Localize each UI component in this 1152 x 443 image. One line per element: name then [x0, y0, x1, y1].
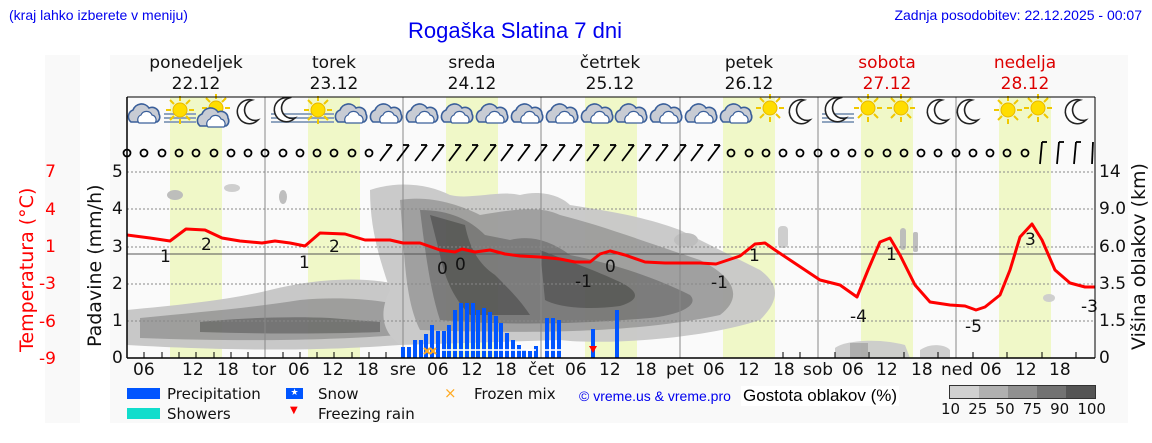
- hour-tick: 18: [217, 360, 239, 380]
- svg-text:0: 0: [605, 257, 616, 277]
- snow-markers: [440, 349, 561, 351]
- height-tick: 3.5: [1099, 274, 1127, 294]
- precip-tick: 0: [112, 348, 123, 368]
- hour-tick: 06: [133, 360, 155, 380]
- precipitation-bars: [401, 303, 619, 358]
- hour-tick: 06: [565, 360, 587, 380]
- day-label: petek 26.12: [724, 53, 774, 94]
- wind-symbols: [122, 141, 1094, 165]
- temp-tick: 4: [45, 200, 56, 220]
- height-tick: 6.0: [1099, 237, 1127, 257]
- svg-text:0: 0: [437, 259, 448, 279]
- hour-tick: 18: [1049, 360, 1071, 380]
- svg-text:0: 0: [455, 255, 466, 275]
- day-abbr-tick: sre: [390, 360, 416, 380]
- height-tick: 0: [1099, 348, 1110, 368]
- legend-frozen-mix: Frozen mix: [474, 385, 556, 403]
- hour-tick: 06: [427, 360, 449, 380]
- hour-tick: 18: [495, 360, 517, 380]
- hour-tick: 18: [773, 360, 795, 380]
- precip-tick: 4: [112, 199, 123, 219]
- temp-tick: 7: [45, 162, 56, 182]
- height-tick: 9.0: [1099, 199, 1127, 219]
- cloud-density-label: Gostota oblakov (%): [741, 386, 900, 406]
- precipitation-swatch: [127, 388, 160, 399]
- temp-tick: -9: [39, 349, 56, 369]
- svg-text:1: 1: [749, 246, 760, 266]
- day-label-weekend: sobota 27.12: [858, 53, 916, 94]
- temp-tick: 1: [45, 237, 56, 257]
- frozen-mix-icon: ×: [444, 384, 457, 402]
- hour-tick: 18: [911, 360, 933, 380]
- hour-tick: 12: [738, 360, 760, 380]
- temp-axis-panel: [45, 55, 80, 423]
- cloud-density-scale: [949, 385, 1096, 399]
- hour-tick: 06: [842, 360, 864, 380]
- gridlines: [127, 171, 1095, 322]
- day-abbr-tick: pet: [666, 360, 694, 380]
- day-abbr-tick: tor: [252, 360, 277, 380]
- hour-tick: 06: [288, 360, 310, 380]
- svg-text:1: 1: [160, 247, 171, 267]
- chart-title: Rogaška Slatina 7 dni: [407, 18, 623, 43]
- day-abbr-tick: čet: [528, 360, 555, 380]
- day-abbr-tick: ned: [941, 360, 974, 380]
- freezing-rain-icon: ▼: [290, 405, 298, 416]
- precipitation-axis-label: Padavine (mm/h): [84, 184, 106, 347]
- hour-tick: 12: [1015, 360, 1037, 380]
- svg-text:3: 3: [1025, 230, 1036, 250]
- legend-showers: Showers: [167, 405, 231, 423]
- day-label: sreda 24.12: [447, 53, 497, 94]
- hour-tick: 06: [703, 360, 725, 380]
- precip-tick: 1: [112, 311, 123, 331]
- hour-tick: 18: [357, 360, 379, 380]
- hour-tick: 12: [182, 360, 204, 380]
- temperature-line: [126, 222, 1095, 312]
- precip-tick: 3: [112, 237, 123, 257]
- temp-tick: -3: [39, 274, 56, 294]
- svg-text:2: 2: [329, 237, 340, 257]
- frozen-mix-markers: [423, 347, 437, 355]
- hour-tick: 18: [635, 360, 657, 380]
- temp-tick: -6: [39, 312, 56, 332]
- height-tick: 1.5: [1099, 311, 1127, 331]
- svg-text:-1: -1: [575, 272, 592, 292]
- day-label-weekend: nedelja 28.12: [993, 53, 1057, 94]
- hour-tick: 12: [322, 360, 344, 380]
- svg-text:1: 1: [299, 253, 310, 273]
- legend-freezing-rain: Freezing rain: [318, 405, 415, 423]
- snow-icon: ★: [286, 388, 303, 399]
- height-tick: 14: [1099, 162, 1121, 182]
- svg-text:-5: -5: [965, 317, 982, 337]
- cloud-density-ticks: 10 25 50 75 90 100: [941, 400, 1106, 418]
- hour-tick: 06: [980, 360, 1002, 380]
- copyright-link[interactable]: © vreme.us & vreme.pro: [579, 388, 731, 404]
- day-label: ponedeljek 22.12: [149, 53, 243, 94]
- freezing-rain-marker: [589, 346, 597, 353]
- location-hint[interactable]: (kraj lahko izberete v meniju): [9, 7, 188, 23]
- legend-precipitation: Precipitation: [167, 385, 261, 403]
- hour-tick: 12: [876, 360, 898, 380]
- hour-tick: 12: [461, 360, 483, 380]
- x-ticks: [143, 352, 1077, 358]
- day-abbr-tick: sob: [803, 360, 834, 380]
- svg-text:-3: -3: [1081, 297, 1098, 317]
- svg-text:1: 1: [886, 245, 897, 265]
- cloud-height-axis-label: Višina oblakov (km): [1128, 163, 1150, 350]
- precip-tick: 2: [112, 274, 123, 294]
- showers-swatch: [127, 408, 160, 419]
- day-label: četrtek 25.12: [579, 53, 641, 94]
- precip-tick: 5: [112, 162, 123, 182]
- day-label: torek 23.12: [309, 53, 359, 94]
- legend-snow: Snow: [318, 385, 359, 403]
- last-update: Zadnja posodobitev: 22.12.2025 - 00:07: [894, 7, 1142, 23]
- svg-text:-1: -1: [711, 273, 728, 293]
- svg-text:2: 2: [201, 235, 212, 255]
- svg-text:-4: -4: [850, 307, 867, 327]
- hour-tick: 12: [599, 360, 621, 380]
